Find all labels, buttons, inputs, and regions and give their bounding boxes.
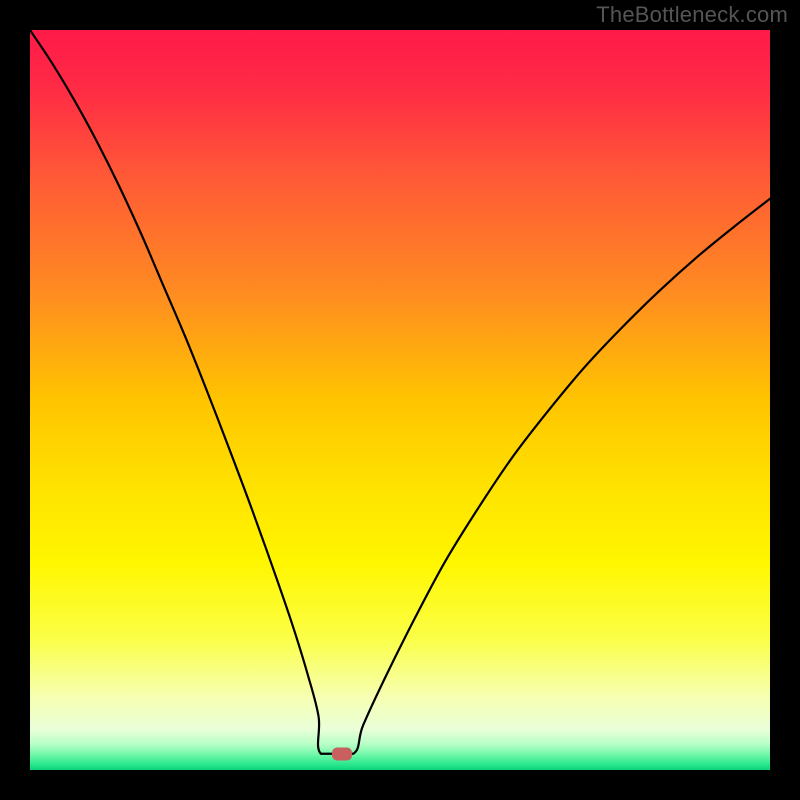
plot-frame [30, 30, 770, 770]
chart-container: TheBottleneck.com [0, 0, 800, 800]
bottleneck-curve [30, 30, 770, 770]
notch-marker [332, 747, 352, 760]
watermark-text: TheBottleneck.com [596, 2, 788, 28]
